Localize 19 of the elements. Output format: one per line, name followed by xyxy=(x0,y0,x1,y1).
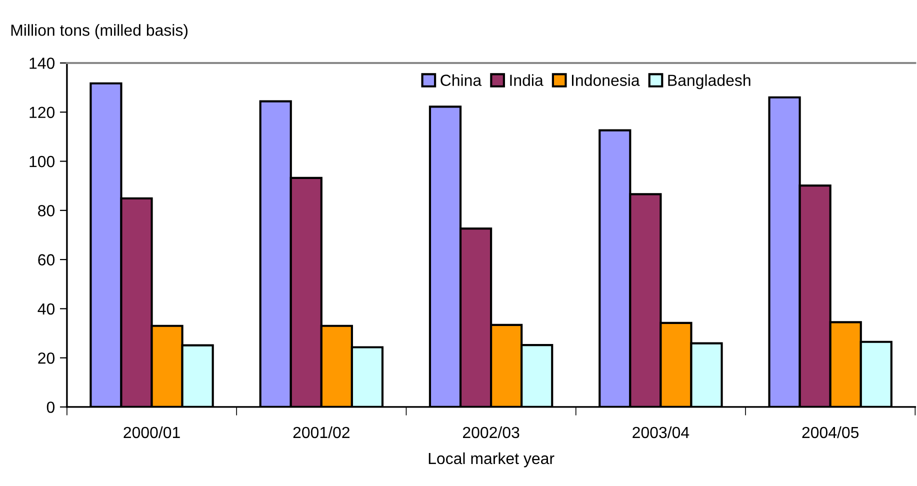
y-tick-label: 80 xyxy=(38,205,55,216)
x-tick-label: 2003/04 xyxy=(632,426,690,438)
legend-label: China xyxy=(440,74,482,86)
y-tick-label: 40 xyxy=(38,303,55,315)
y-tick-label: 120 xyxy=(30,106,55,118)
x-tick-label: 2000/01 xyxy=(124,426,180,438)
x-axis-title: Local market year xyxy=(428,452,554,468)
y-tick-label: 60 xyxy=(38,254,55,266)
y-tick-label: 20 xyxy=(38,352,55,364)
x-tick-label: 2001/02 xyxy=(293,426,350,438)
y-tick-label: 0 xyxy=(46,402,55,413)
y-tick-label: 100 xyxy=(30,156,55,168)
y-tick-label: 140 xyxy=(30,58,55,69)
x-tick-label: 2004/05 xyxy=(802,426,859,438)
y-axis-title: Million tons (milled basis) xyxy=(11,24,188,40)
legend-label: Indonesia xyxy=(572,74,640,86)
x-tick-label: 2002/03 xyxy=(462,426,520,438)
legend-label: Bangladesh xyxy=(668,74,750,90)
legend-label: India xyxy=(510,74,544,86)
